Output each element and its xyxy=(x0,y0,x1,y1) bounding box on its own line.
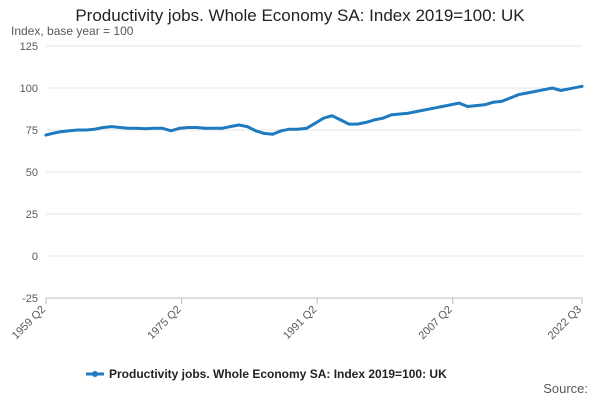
data-point xyxy=(220,126,224,130)
data-point xyxy=(84,128,88,132)
data-point xyxy=(364,121,368,124)
data-point xyxy=(127,126,131,130)
data-point xyxy=(305,126,308,130)
data-point xyxy=(67,129,71,133)
data-point xyxy=(567,87,571,91)
data-point xyxy=(118,126,122,129)
data-point xyxy=(389,113,393,117)
data-point xyxy=(93,127,97,131)
x-tick-label: 2022 Q3 xyxy=(546,304,584,342)
data-point xyxy=(211,126,215,130)
data-point xyxy=(254,129,258,133)
data-point xyxy=(288,127,292,131)
data-point xyxy=(313,121,317,125)
data-point xyxy=(76,128,80,132)
x-tick-label: 1975 Q2 xyxy=(145,304,183,342)
y-tick-label: 125 xyxy=(20,41,38,53)
source-label: Source: xyxy=(543,381,588,396)
data-point xyxy=(500,100,503,103)
data-point xyxy=(559,89,563,92)
data-point xyxy=(432,106,436,110)
data-point xyxy=(491,100,495,104)
data-point xyxy=(440,105,444,108)
y-tick-label: 0 xyxy=(32,251,38,263)
data-point xyxy=(322,116,325,120)
data-point xyxy=(178,126,181,130)
data-point xyxy=(483,103,486,107)
data-point xyxy=(135,126,139,130)
data-point xyxy=(347,122,351,126)
x-tick-label: 1959 Q2 xyxy=(10,304,48,342)
data-point xyxy=(330,114,334,118)
data-point xyxy=(271,132,275,136)
data-point xyxy=(228,125,232,129)
data-point xyxy=(279,129,283,133)
data-point xyxy=(195,126,198,129)
y-axis-label: Index, base year = 100 xyxy=(11,24,134,38)
data-point xyxy=(152,126,156,130)
data-point xyxy=(262,131,266,135)
x-tick-label: 1991 Q2 xyxy=(281,304,319,342)
data-point xyxy=(474,104,478,108)
data-point xyxy=(144,127,147,131)
data-point xyxy=(110,125,114,129)
y-tick-label: 25 xyxy=(26,209,38,221)
y-tick-label: 75 xyxy=(26,125,38,137)
data-point xyxy=(339,118,342,122)
data-point xyxy=(44,133,48,137)
data-point xyxy=(466,105,469,108)
data-point xyxy=(381,116,385,120)
data-point xyxy=(356,122,359,126)
data-point xyxy=(550,86,554,90)
data-point xyxy=(517,93,520,97)
data-point xyxy=(296,127,300,131)
data-point xyxy=(203,126,207,130)
data-point xyxy=(169,129,173,133)
data-point xyxy=(406,111,410,115)
data-point xyxy=(398,112,402,116)
data-point xyxy=(372,118,376,122)
series-line xyxy=(44,84,584,137)
y-tick-label: 100 xyxy=(20,83,38,95)
data-point xyxy=(237,123,241,127)
legend-swatch-marker xyxy=(92,371,98,377)
data-point xyxy=(580,84,584,88)
data-point xyxy=(415,110,419,113)
data-point xyxy=(449,103,453,107)
data-point xyxy=(533,89,537,93)
data-point xyxy=(245,125,249,129)
data-point xyxy=(101,126,105,129)
x-tick-label: 2007 Q2 xyxy=(417,304,455,342)
data-point xyxy=(525,91,529,95)
data-point xyxy=(542,88,546,92)
data-point xyxy=(50,131,54,135)
data-point xyxy=(59,130,63,134)
y-tick-label: -25 xyxy=(22,293,38,305)
legend-label: Productivity jobs. Whole Economy SA: Ind… xyxy=(109,367,447,381)
chart-title: Productivity jobs. Whole Economy SA: Ind… xyxy=(75,6,525,25)
data-point xyxy=(457,101,461,105)
data-point xyxy=(186,126,190,129)
data-point xyxy=(161,126,164,130)
data-point xyxy=(508,96,512,100)
y-tick-label: 50 xyxy=(26,167,38,179)
data-point xyxy=(423,108,427,112)
